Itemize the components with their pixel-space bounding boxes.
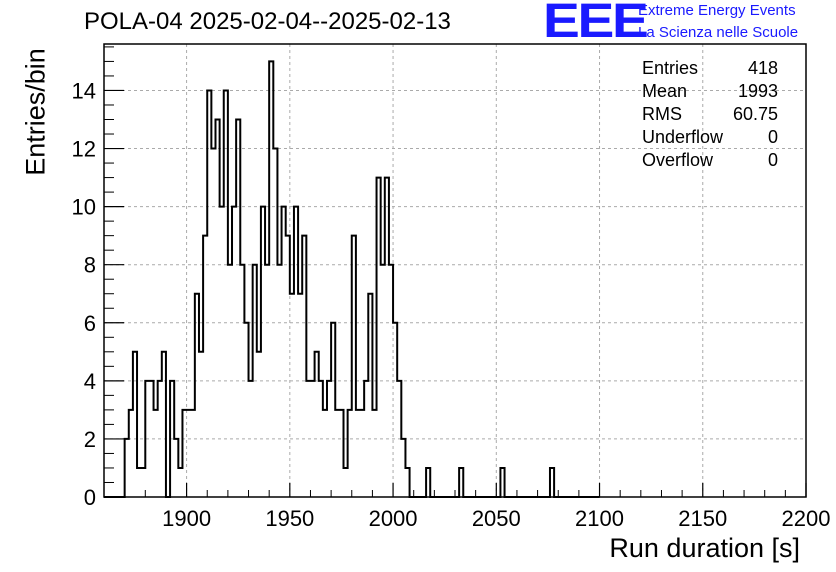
y-tick-label: 14 (72, 78, 96, 103)
x-tick-label: 2150 (678, 506, 727, 531)
logo-line-1: Extreme Energy Events (638, 2, 796, 19)
y-axis-tick-labels: 0 2 4 6 8 10 12 14 (72, 78, 96, 510)
stat-row-mean: Mean 1993 (642, 80, 778, 103)
stat-value: 60.75 (732, 104, 778, 124)
x-axis-tick-labels: 1900 1950 2000 2050 2100 2150 2200 (162, 506, 830, 531)
x-tick-label: 2200 (782, 506, 831, 531)
x-tick-label: 2000 (369, 506, 418, 531)
y-tick-label: 12 (72, 137, 96, 162)
stat-label: Entries (642, 58, 699, 78)
x-tick-label: 2050 (472, 506, 521, 531)
y-tick-label: 8 (84, 253, 96, 278)
eee-logo: EEE (543, 0, 649, 48)
x-axis-title: Run duration [s] (609, 533, 800, 563)
stat-value: 0 (767, 127, 778, 147)
stat-label: RMS (642, 104, 682, 124)
y-axis-title: Entries/bin (20, 48, 51, 176)
x-tick-label: 1900 (162, 506, 211, 531)
stat-value: 418 (747, 58, 778, 78)
logo-line-2: La Scienza nelle Scuole (638, 24, 799, 41)
y-tick-label: 4 (84, 369, 96, 394)
axis-ticks (103, 46, 807, 498)
x-tick-label: 2100 (575, 506, 624, 531)
y-tick-label: 0 (84, 485, 96, 510)
stat-row-underflow: Underflow 0 (642, 126, 778, 149)
stat-value: 0 (767, 150, 778, 170)
y-tick-label: 10 (72, 195, 96, 220)
stat-row-entries: Entries 418 (642, 57, 778, 80)
stat-label: Overflow (642, 150, 714, 170)
histogram-series (104, 60, 600, 498)
stat-label: Underflow (642, 127, 724, 147)
stat-row-rms: RMS 60.75 (642, 103, 778, 126)
y-tick-label: 6 (84, 311, 96, 336)
stats-box: Entries 418 Mean 1993 RMS 60.75 Underflo… (642, 57, 778, 172)
chart-title: POLA-04 2025-02-04--2025-02-13 (84, 8, 451, 35)
y-tick-label: 2 (84, 427, 96, 452)
stat-row-overflow: Overflow 0 (642, 149, 778, 172)
stat-label: Mean (642, 81, 688, 101)
stat-value: 1993 (737, 81, 778, 101)
x-tick-label: 1950 (265, 506, 314, 531)
